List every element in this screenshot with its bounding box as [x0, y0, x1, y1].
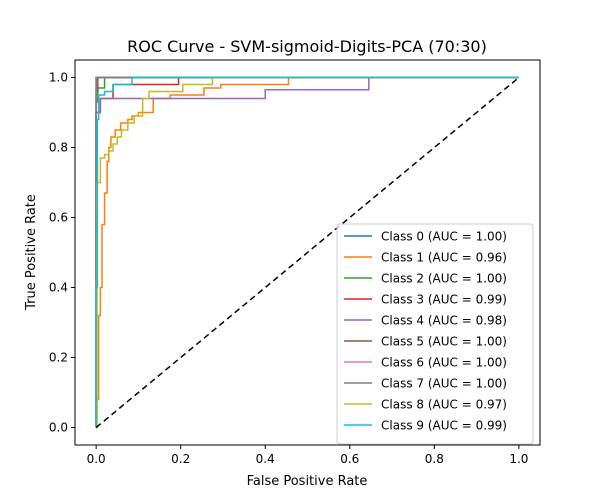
y-tick-label: 0.2 [49, 351, 68, 365]
y-tick-label: 0.8 [49, 141, 68, 155]
axes-frame [74, 59, 541, 446]
roc-curve-class-1 [96, 76, 519, 429]
x-tick-label: 0.2 [171, 452, 190, 466]
axis-ticks: 0.0 0.2 0.4 0.6 0.8 1.0 0.0 0.2 0.4 0.6 0.8 1.0 [49, 71, 529, 467]
x-tick-label: 0.0 [87, 452, 106, 466]
y-tick-label: 1.0 [49, 71, 68, 85]
legend-label: Class 4 (AUC = 0.98) [381, 314, 507, 328]
y-tick-label: 0.4 [49, 281, 68, 295]
legend-label: Class 3 (AUC = 0.99) [381, 293, 507, 307]
roc-curve-class-4 [95, 76, 519, 428]
legend-label: Class 2 (AUC = 1.00) [381, 272, 507, 286]
x-tick-label: 1.0 [509, 452, 528, 466]
plot-area [95, 76, 520, 429]
x-tick-label: 0.4 [256, 452, 275, 466]
y-tick-label: 0.6 [49, 211, 68, 225]
legend-label: Class 1 (AUC = 0.96) [381, 251, 507, 265]
roc-curve-class-9 [95, 76, 519, 428]
roc-curve-class-8 [96, 76, 519, 429]
chance-diagonal-line [95, 76, 520, 429]
legend-label: Class 6 (AUC = 1.00) [381, 356, 507, 370]
x-tick-label: 0.8 [425, 452, 444, 466]
legend: Class 0 (AUC = 1.00) Class 1 (AUC = 0.96)… [336, 223, 534, 445]
legend-box [336, 223, 534, 445]
legend-label: Class 9 (AUC = 0.99) [381, 419, 507, 433]
legend-label: Class 7 (AUC = 1.00) [381, 377, 507, 391]
legend-label: Class 5 (AUC = 1.00) [381, 335, 507, 349]
legend-label: Class 8 (AUC = 0.97) [381, 398, 507, 412]
y-tick-label: 0.0 [49, 421, 68, 435]
y-axis-label: True Positive Rate [24, 194, 39, 311]
legend-label: Class 0 (AUC = 1.00) [381, 230, 507, 244]
chart-title: ROC Curve - SVM-sigmoid-Digits-PCA (70:3… [127, 37, 487, 56]
x-tick-label: 0.6 [340, 452, 359, 466]
x-axis-label: False Positive Rate [247, 474, 368, 489]
